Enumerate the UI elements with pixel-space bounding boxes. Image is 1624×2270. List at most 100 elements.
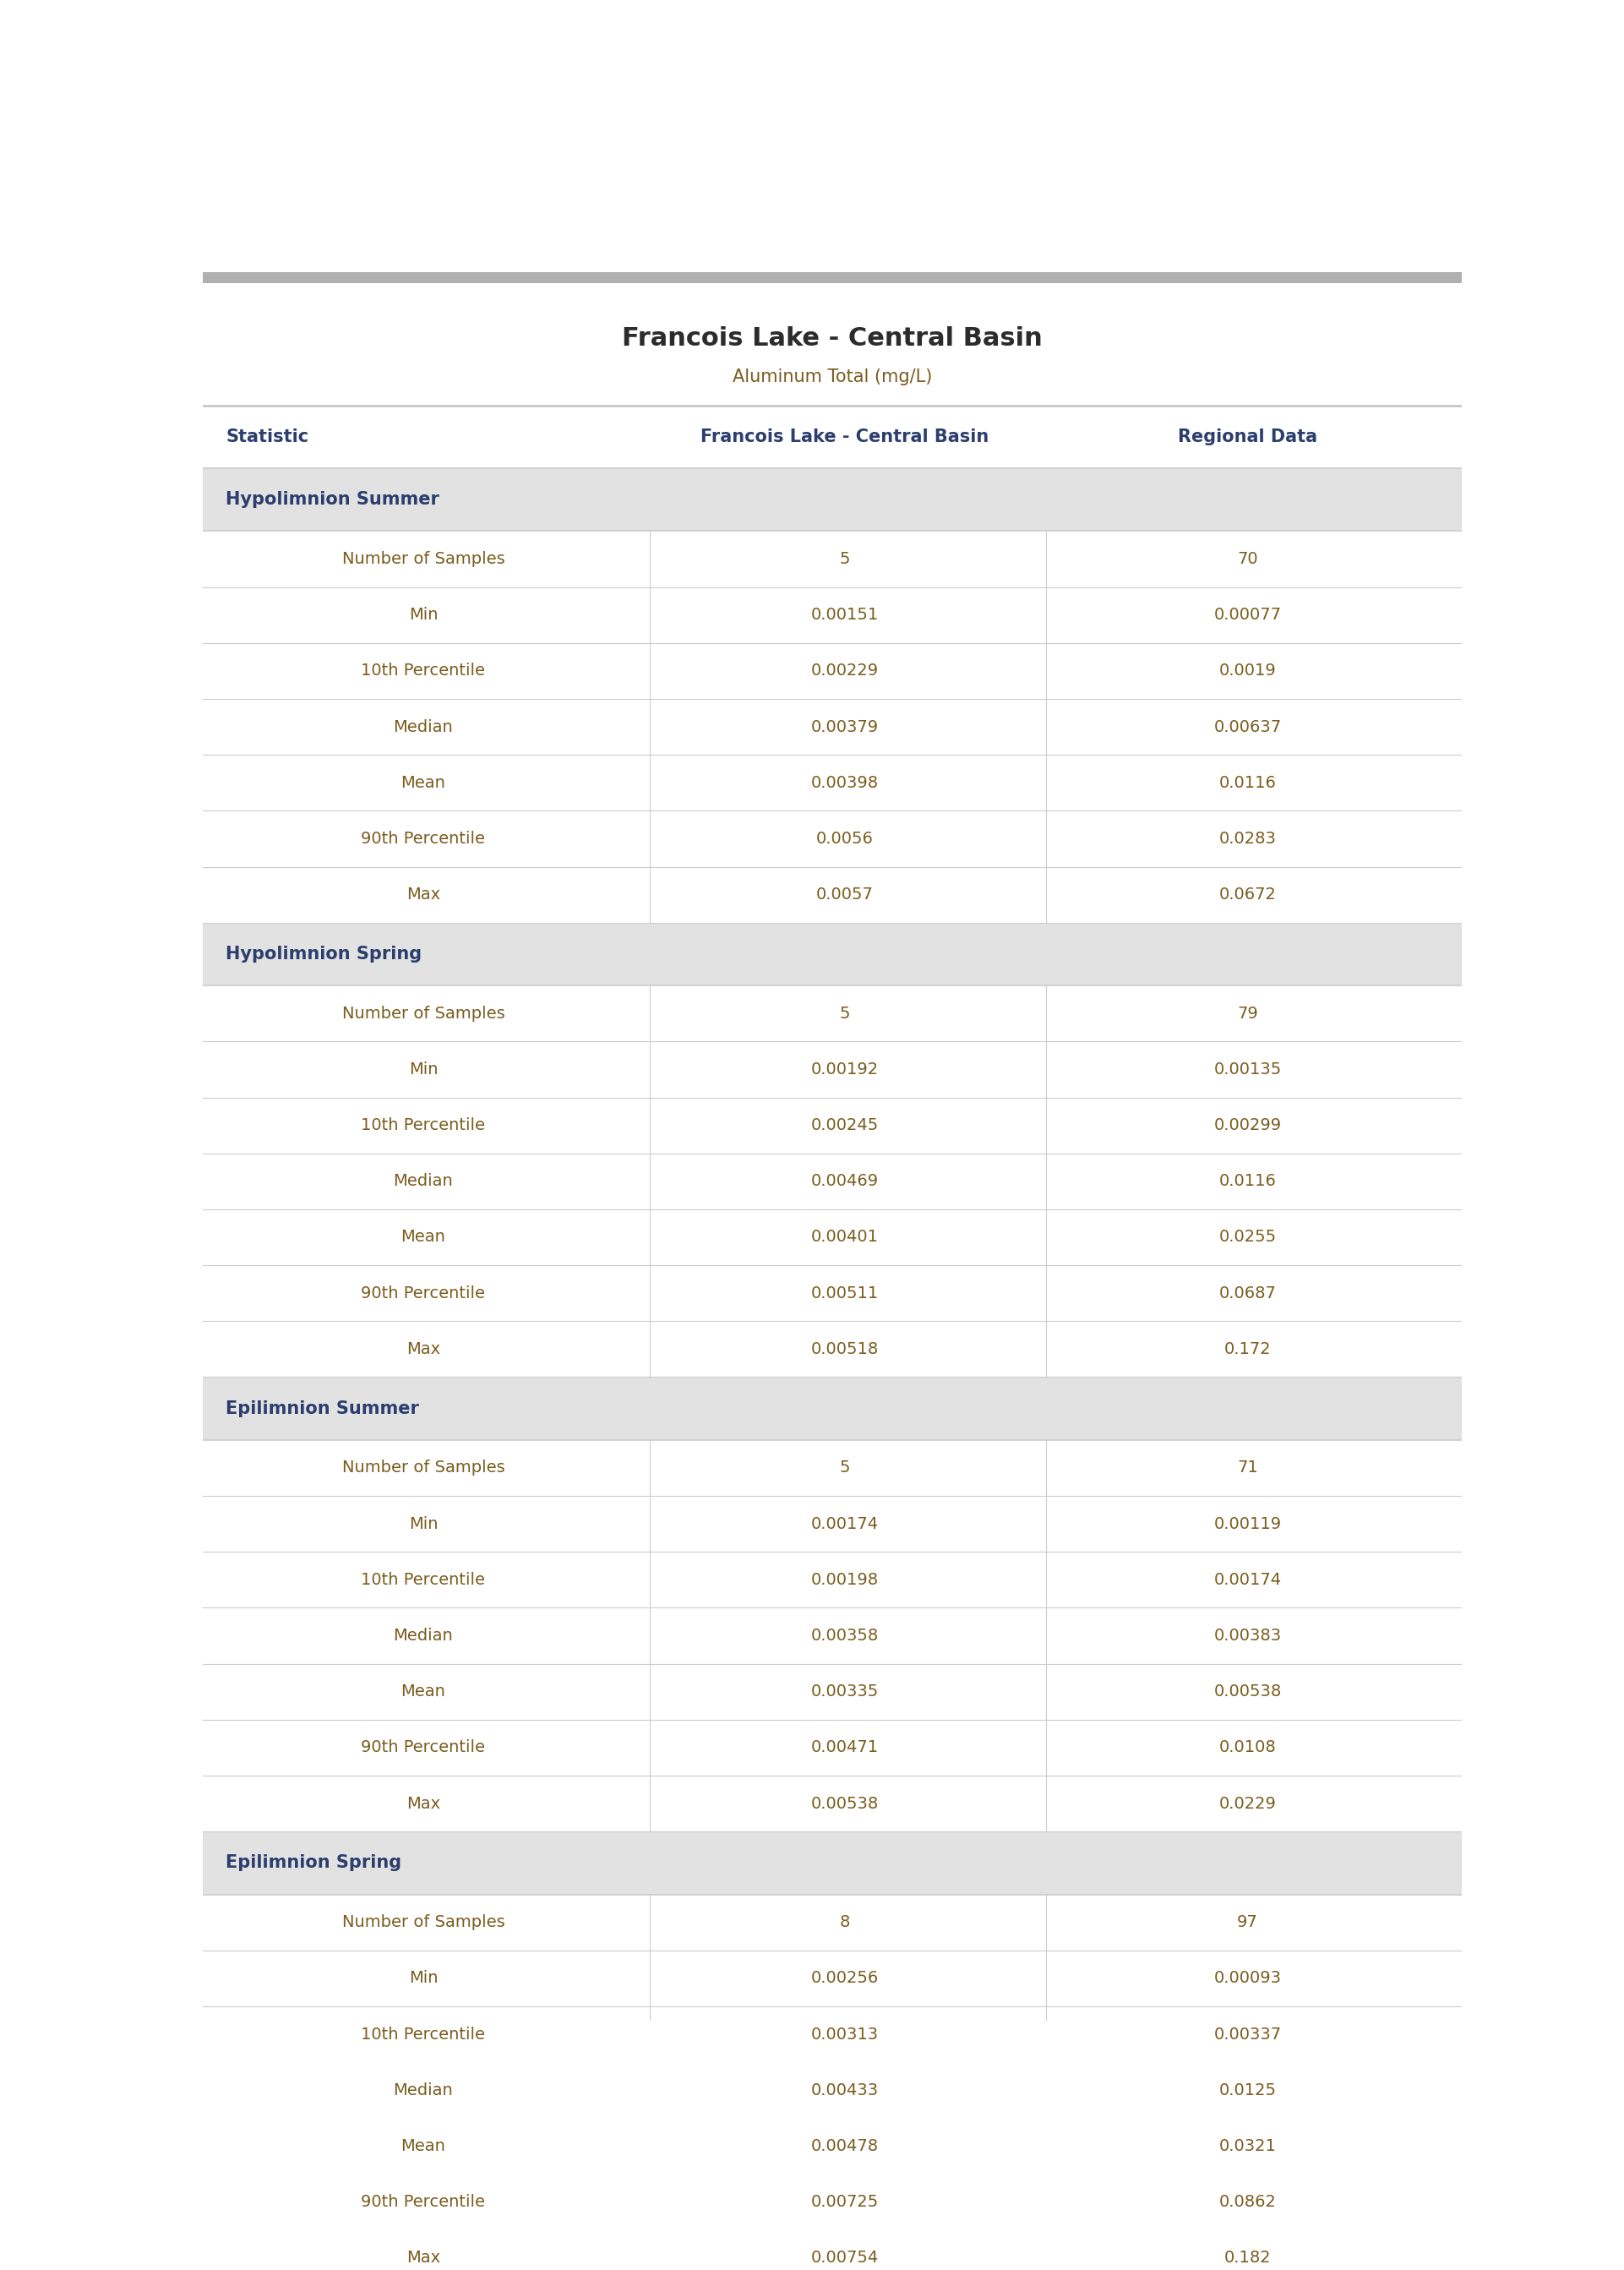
Text: 0.00151: 0.00151 bbox=[810, 606, 879, 622]
Bar bbox=[203, 1042, 1462, 1096]
Text: 0.00379: 0.00379 bbox=[810, 720, 879, 735]
Text: 0.0108: 0.0108 bbox=[1220, 1739, 1276, 1755]
Text: 0.0255: 0.0255 bbox=[1220, 1230, 1276, 1246]
Text: 0.00174: 0.00174 bbox=[810, 1516, 879, 1532]
Bar bbox=[203, 1553, 1462, 1607]
Text: 0.00511: 0.00511 bbox=[810, 1285, 879, 1301]
Text: 0.0672: 0.0672 bbox=[1220, 888, 1276, 903]
Bar bbox=[203, 756, 1462, 810]
Text: 0.182: 0.182 bbox=[1224, 2250, 1272, 2265]
Text: 0.0019: 0.0019 bbox=[1220, 663, 1276, 679]
Text: 0.0056: 0.0056 bbox=[817, 831, 874, 847]
Text: Max: Max bbox=[406, 1796, 440, 1811]
Text: Max: Max bbox=[406, 1342, 440, 1357]
Text: 0.00358: 0.00358 bbox=[810, 1628, 879, 1643]
Bar bbox=[203, 1439, 1462, 1496]
Text: 0.00174: 0.00174 bbox=[1213, 1571, 1281, 1587]
Text: Median: Median bbox=[393, 1174, 453, 1189]
Text: 0.0283: 0.0283 bbox=[1220, 831, 1276, 847]
Bar bbox=[203, 2061, 1462, 2118]
Text: Statistic: Statistic bbox=[226, 429, 309, 445]
Text: 0.0862: 0.0862 bbox=[1220, 2195, 1276, 2211]
Text: Mean: Mean bbox=[401, 2138, 445, 2154]
Text: Mean: Mean bbox=[401, 774, 445, 790]
Bar bbox=[203, 1832, 1462, 1895]
Text: 0.00077: 0.00077 bbox=[1213, 606, 1281, 622]
Text: Max: Max bbox=[406, 2250, 440, 2265]
Bar bbox=[203, 2175, 1462, 2229]
Text: 0.00754: 0.00754 bbox=[810, 2250, 879, 2265]
Bar bbox=[203, 588, 1462, 642]
Text: 97: 97 bbox=[1237, 1914, 1259, 1930]
Text: 90th Percentile: 90th Percentile bbox=[361, 1285, 486, 1301]
Text: 0.0116: 0.0116 bbox=[1220, 774, 1276, 790]
Text: Mean: Mean bbox=[401, 1684, 445, 1700]
Text: 71: 71 bbox=[1237, 1460, 1259, 1476]
Bar bbox=[203, 2229, 1462, 2270]
Text: 0.00093: 0.00093 bbox=[1213, 1970, 1281, 1986]
Text: 0.00518: 0.00518 bbox=[810, 1342, 879, 1357]
Text: Max: Max bbox=[406, 888, 440, 903]
Text: 70: 70 bbox=[1237, 552, 1259, 568]
Bar bbox=[203, 1264, 1462, 1321]
Text: 5: 5 bbox=[840, 552, 851, 568]
Text: 0.00383: 0.00383 bbox=[1213, 1628, 1281, 1643]
Text: 0.00256: 0.00256 bbox=[810, 1970, 879, 1986]
Text: 0.00245: 0.00245 bbox=[810, 1117, 879, 1133]
Bar bbox=[203, 1950, 1462, 2007]
Text: 0.00471: 0.00471 bbox=[810, 1739, 879, 1755]
Bar bbox=[203, 468, 1462, 531]
Text: 0.0057: 0.0057 bbox=[817, 888, 874, 903]
Text: Median: Median bbox=[393, 2082, 453, 2097]
Text: 10th Percentile: 10th Percentile bbox=[361, 663, 486, 679]
Text: 5: 5 bbox=[840, 1006, 851, 1021]
Text: 0.0116: 0.0116 bbox=[1220, 1174, 1276, 1189]
Text: 79: 79 bbox=[1237, 1006, 1259, 1021]
Text: Hypolimnion Summer: Hypolimnion Summer bbox=[226, 490, 440, 508]
Text: 0.00313: 0.00313 bbox=[810, 2027, 879, 2043]
Bar bbox=[203, 2007, 1462, 2061]
Text: Epilimnion Summer: Epilimnion Summer bbox=[226, 1401, 419, 1416]
Bar bbox=[203, 867, 1462, 922]
Text: 90th Percentile: 90th Percentile bbox=[361, 831, 486, 847]
Text: Median: Median bbox=[393, 720, 453, 735]
Bar bbox=[203, 1664, 1462, 1721]
Bar bbox=[203, 1496, 1462, 1553]
Text: 10th Percentile: 10th Percentile bbox=[361, 2027, 486, 2043]
Text: 90th Percentile: 90th Percentile bbox=[361, 2195, 486, 2211]
Text: 0.00725: 0.00725 bbox=[810, 2195, 879, 2211]
Text: 5: 5 bbox=[840, 1460, 851, 1476]
Bar bbox=[203, 1607, 1462, 1664]
Bar bbox=[203, 922, 1462, 985]
Text: 90th Percentile: 90th Percentile bbox=[361, 1739, 486, 1755]
Bar bbox=[203, 1153, 1462, 1210]
Bar bbox=[203, 699, 1462, 756]
Text: 0.00433: 0.00433 bbox=[810, 2082, 879, 2097]
Text: Number of Samples: Number of Samples bbox=[341, 1460, 505, 1476]
Text: 0.00637: 0.00637 bbox=[1213, 720, 1281, 735]
Text: 0.00119: 0.00119 bbox=[1213, 1516, 1281, 1532]
Text: 0.00538: 0.00538 bbox=[1213, 1684, 1281, 1700]
Text: Min: Min bbox=[409, 606, 438, 622]
Bar bbox=[203, 1096, 1462, 1153]
Bar bbox=[203, 1775, 1462, 1832]
Text: Min: Min bbox=[409, 1062, 438, 1078]
Text: 0.00398: 0.00398 bbox=[810, 774, 879, 790]
Text: Francois Lake - Central Basin: Francois Lake - Central Basin bbox=[622, 327, 1043, 352]
Bar bbox=[203, 642, 1462, 699]
Bar bbox=[203, 1321, 1462, 1378]
Text: 0.00229: 0.00229 bbox=[810, 663, 879, 679]
Text: 10th Percentile: 10th Percentile bbox=[361, 1571, 486, 1587]
Text: Number of Samples: Number of Samples bbox=[341, 552, 505, 568]
Text: 0.00299: 0.00299 bbox=[1213, 1117, 1281, 1133]
Text: 0.0687: 0.0687 bbox=[1220, 1285, 1276, 1301]
Bar bbox=[203, 985, 1462, 1042]
Text: Median: Median bbox=[393, 1628, 453, 1643]
Text: Aluminum Total (mg/L): Aluminum Total (mg/L) bbox=[732, 368, 932, 386]
Text: 0.00192: 0.00192 bbox=[810, 1062, 879, 1078]
Text: 0.00401: 0.00401 bbox=[810, 1230, 879, 1246]
Bar bbox=[203, 531, 1462, 588]
Bar bbox=[203, 810, 1462, 867]
Text: 0.00335: 0.00335 bbox=[810, 1684, 879, 1700]
Text: 0.00198: 0.00198 bbox=[810, 1571, 879, 1587]
